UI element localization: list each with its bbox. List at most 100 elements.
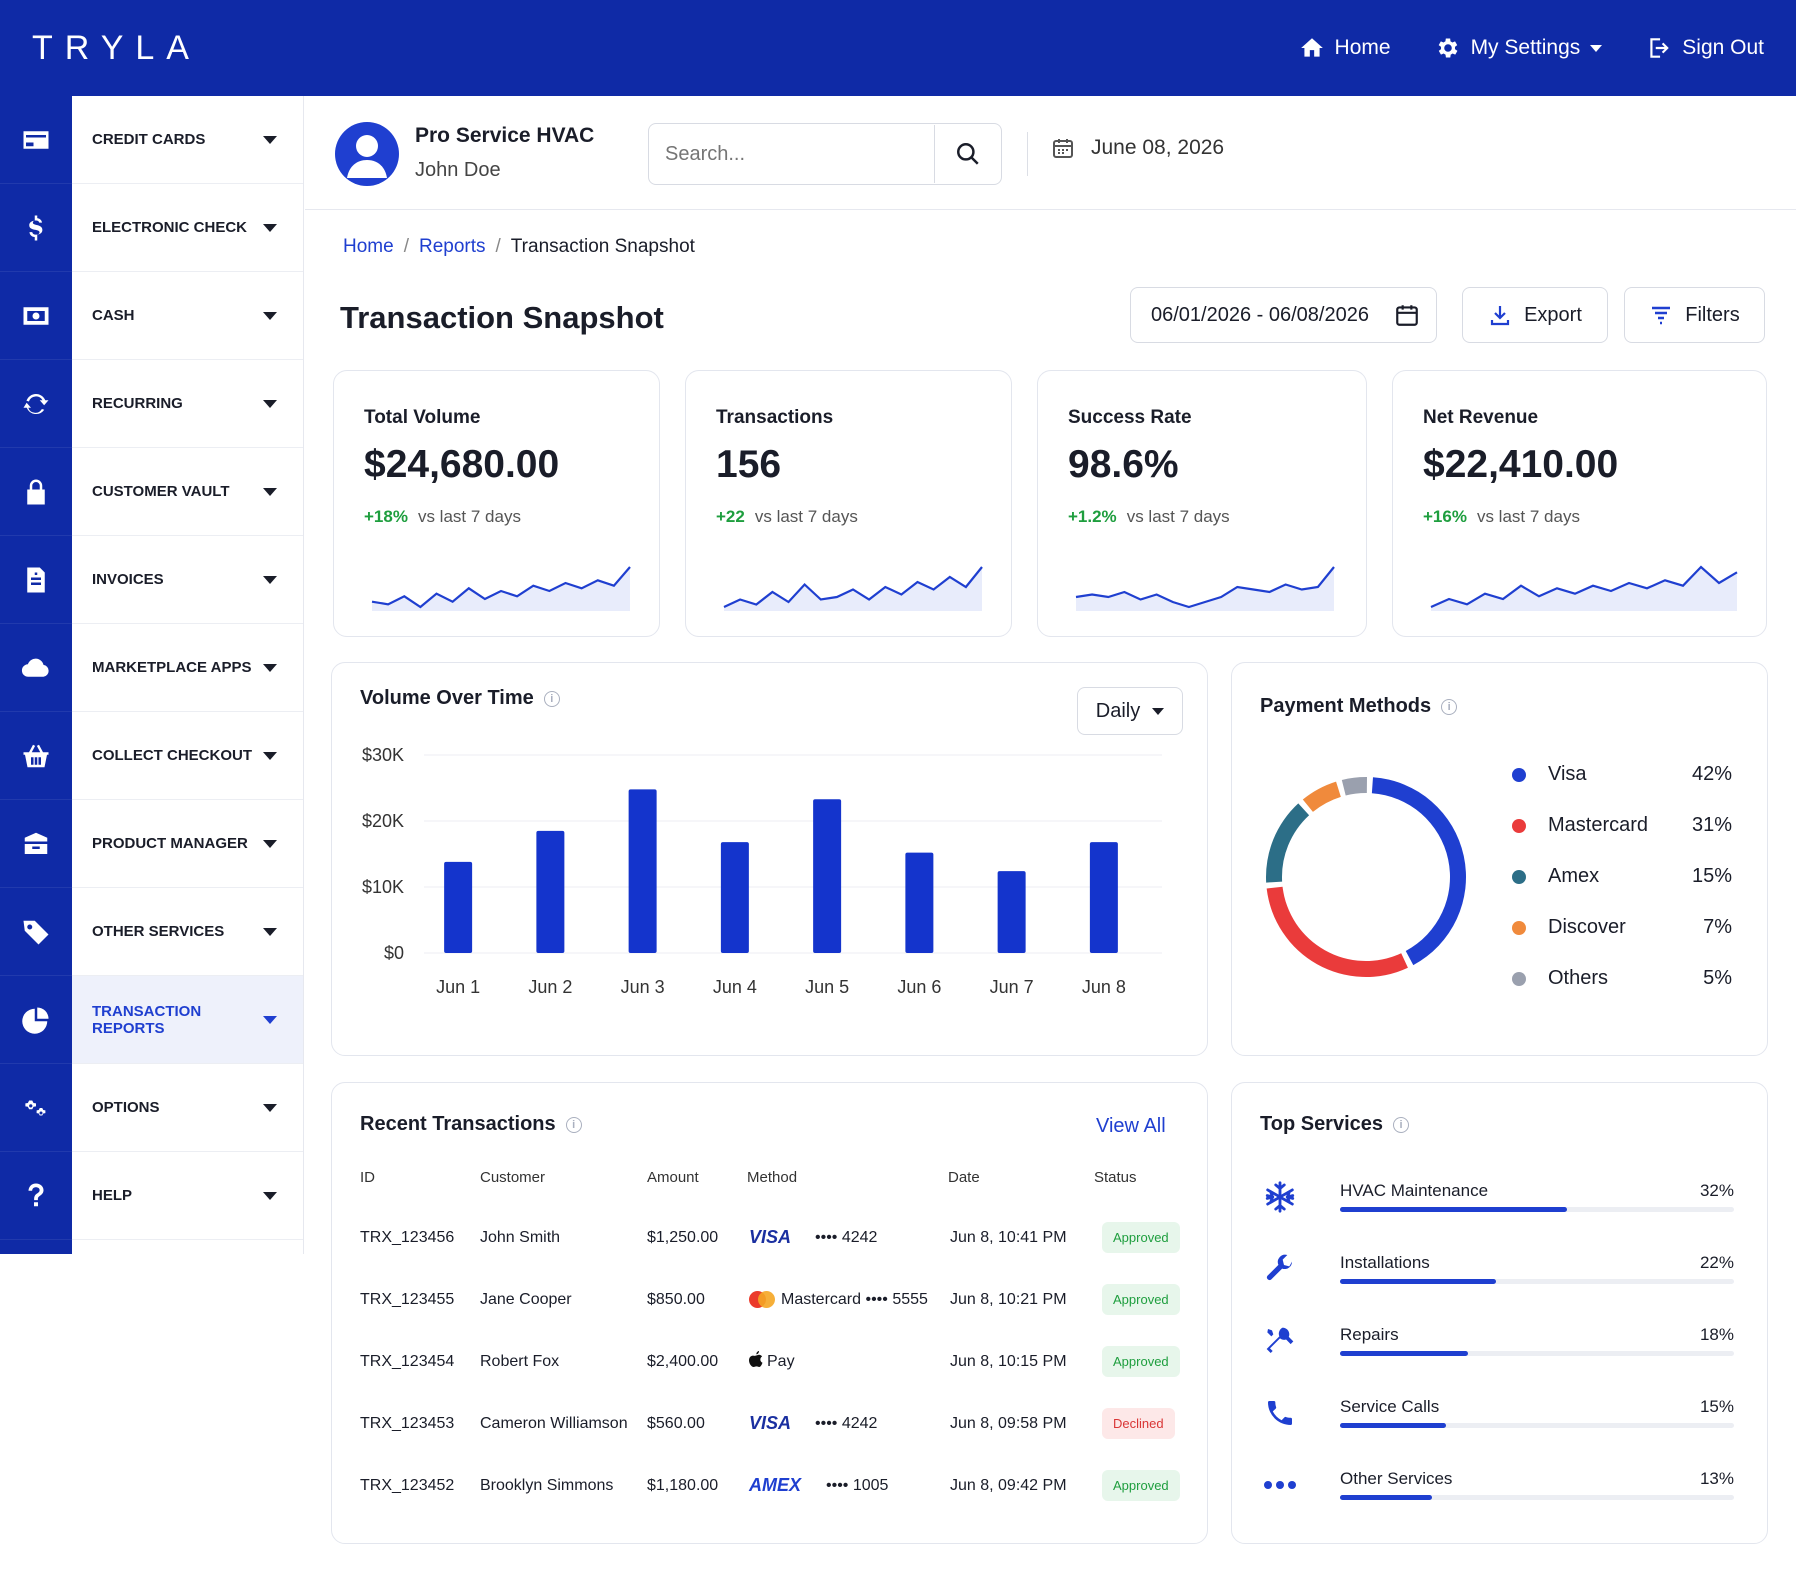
donut-slice[interactable]	[1302, 781, 1341, 812]
sidebar-item-label: RECURRING	[92, 395, 183, 412]
payment-methods-donut	[1266, 777, 1466, 977]
kpi-value: 156	[716, 443, 782, 486]
rail-credit-cards[interactable]	[0, 96, 72, 184]
sidebar-item-help[interactable]: HELP	[72, 1152, 303, 1240]
info-icon[interactable]: i	[543, 690, 560, 707]
breadcrumb-reports[interactable]: Reports	[418, 236, 486, 257]
rail-recurring[interactable]	[0, 360, 72, 448]
breadcrumb-home[interactable]: Home	[343, 236, 394, 257]
sidebar-item-credit-cards[interactable]: CREDIT CARDS	[72, 96, 303, 184]
search-input[interactable]	[649, 125, 934, 183]
donut-slice[interactable]	[1371, 777, 1466, 966]
sidebar-item-cash[interactable]: CASH	[72, 272, 303, 360]
rail-collect-checkout[interactable]	[0, 712, 72, 800]
cell-method: Pay	[767, 1353, 795, 1370]
sidebar-item-options[interactable]: OPTIONS	[72, 1064, 303, 1152]
cell-id: TRX_123454	[360, 1353, 455, 1370]
kpi-sparkline	[371, 566, 631, 611]
table-row[interactable]: TRX_123455 Jane Cooper $850.00 Mastercar…	[360, 1271, 1180, 1333]
nav-my-settings[interactable]: My Settings	[1435, 35, 1603, 61]
service-progress-fill	[1340, 1423, 1447, 1428]
kpi-delta-value: +22	[716, 507, 745, 526]
tools-icon	[1260, 1321, 1300, 1361]
donut-slice[interactable]	[1266, 803, 1310, 883]
chevron-down-icon	[263, 927, 277, 936]
sidebar-item-label: ELECTRONIC CHECK	[92, 219, 248, 236]
rail-invoices[interactable]	[0, 536, 72, 624]
volume-chart-title: Volume Over Time	[360, 687, 534, 709]
cash-icon	[23, 306, 49, 325]
legend-label: Mastercard	[1548, 814, 1649, 836]
info-icon[interactable]: i	[565, 1116, 582, 1133]
sidebar-item-customer-vault[interactable]: CUSTOMER VAULT	[72, 448, 303, 536]
sidebar-item-product-manager[interactable]: PRODUCT MANAGER	[72, 800, 303, 888]
bar[interactable]	[997, 871, 1026, 953]
rail-transaction-reports[interactable]	[0, 976, 72, 1064]
view-all-link[interactable]: View All	[1096, 1115, 1166, 1137]
period-dropdown[interactable]: Daily	[1077, 687, 1183, 735]
bar[interactable]	[813, 799, 842, 953]
bar[interactable]	[720, 842, 749, 953]
rail-product-manager[interactable]	[0, 800, 72, 888]
table-row[interactable]: TRX_123454 Robert Fox $2,400.00 Pay Jun …	[360, 1333, 1180, 1395]
kpi-delta-value: +16%	[1423, 507, 1467, 526]
table-row[interactable]: TRX_123452 Brooklyn Simmons $1,180.00 AM…	[360, 1457, 1180, 1519]
sidebar-item-transaction-reports[interactable]: TRANSACTION REPORTS	[72, 976, 303, 1064]
page-title: Transaction Snapshot	[340, 300, 664, 335]
table-row[interactable]: TRX_123456 John Smith $1,250.00 VISA •••…	[360, 1209, 1180, 1271]
nav-home[interactable]: Home	[1299, 35, 1391, 61]
rail-marketplace-apps[interactable]	[0, 624, 72, 712]
bar[interactable]	[1089, 842, 1118, 953]
bar[interactable]	[536, 830, 565, 953]
sidebar-item-label: TRANSACTION REPORTS	[92, 1002, 202, 1037]
filters-button[interactable]: Filters	[1624, 287, 1765, 343]
sidebar-item-collect-checkout[interactable]: COLLECT CHECKOUT	[72, 712, 303, 800]
y-tick-label: $30K	[362, 745, 404, 765]
nav-sign-out[interactable]: Sign Out	[1646, 35, 1764, 61]
sidebar-item-electronic-check[interactable]: ELECTRONIC CHECK	[72, 184, 303, 272]
sidebar-item-recurring[interactable]: RECURRING	[72, 360, 303, 448]
pie-chart-icon	[22, 1007, 49, 1034]
rail-options[interactable]	[0, 1064, 72, 1152]
legend-dot	[1512, 818, 1526, 833]
search-button[interactable]	[934, 125, 1000, 183]
rail-cash[interactable]	[0, 272, 72, 360]
service-progress-track	[1340, 1423, 1734, 1428]
avatar[interactable]	[335, 122, 399, 186]
cell-amount: $850.00	[647, 1291, 705, 1308]
sidebar-item-invoices[interactable]: INVOICES	[72, 536, 303, 624]
chevron-down-icon	[263, 487, 277, 496]
rail-electronic-check[interactable]	[0, 184, 72, 272]
kpi-value: $22,410.00	[1423, 443, 1619, 486]
cell-id: TRX_123455	[360, 1291, 455, 1308]
bar[interactable]	[628, 789, 657, 953]
bar[interactable]	[905, 852, 934, 953]
date-range-picker[interactable]: 06/01/2026 - 06/08/2026	[1130, 287, 1437, 343]
table-row[interactable]: TRX_123453 Cameron Williamson $560.00 VI…	[360, 1395, 1175, 1457]
sidebar-item-other-services[interactable]: OTHER SERVICES	[72, 888, 303, 976]
top-nav: Home My Settings Sign Out	[1299, 35, 1764, 61]
chevron-down-icon	[1152, 707, 1165, 715]
rail-customer-vault[interactable]	[0, 448, 72, 536]
kpi-card-transactions: Transactions 156 +22 vs last 7 days	[685, 370, 1012, 637]
info-icon[interactable]: i	[1441, 698, 1458, 715]
sidebar-item-label: CUSTOMER VAULT	[92, 483, 230, 500]
donut-slice[interactable]	[1266, 886, 1408, 977]
export-button[interactable]: Export	[1462, 287, 1608, 343]
info-icon[interactable]: i	[1393, 1116, 1410, 1133]
sidebar-icon-rail	[0, 96, 72, 1254]
sidebar-item-marketplace-apps[interactable]: MARKETPLACE APPS	[72, 624, 303, 712]
legend-value: 7%	[1703, 916, 1732, 938]
rail-other-services[interactable]	[0, 888, 72, 976]
bar[interactable]	[444, 861, 473, 953]
visa-logo: VISA	[749, 1227, 792, 1247]
service-progress-track	[1340, 1351, 1734, 1356]
kpi-label: Transactions	[716, 407, 834, 428]
brand-logo[interactable]: TRYLA	[32, 28, 201, 67]
cloud-icon	[21, 658, 49, 677]
cell-method: •••• 4242	[815, 1415, 878, 1432]
volume-over-time-card: Volume Over Time i Daily $30K $20K $10K $0 J…	[331, 662, 1208, 1056]
donut-slice[interactable]	[1341, 777, 1367, 796]
cell-customer: Cameron Williamson	[480, 1415, 628, 1432]
rail-help[interactable]	[0, 1152, 72, 1240]
